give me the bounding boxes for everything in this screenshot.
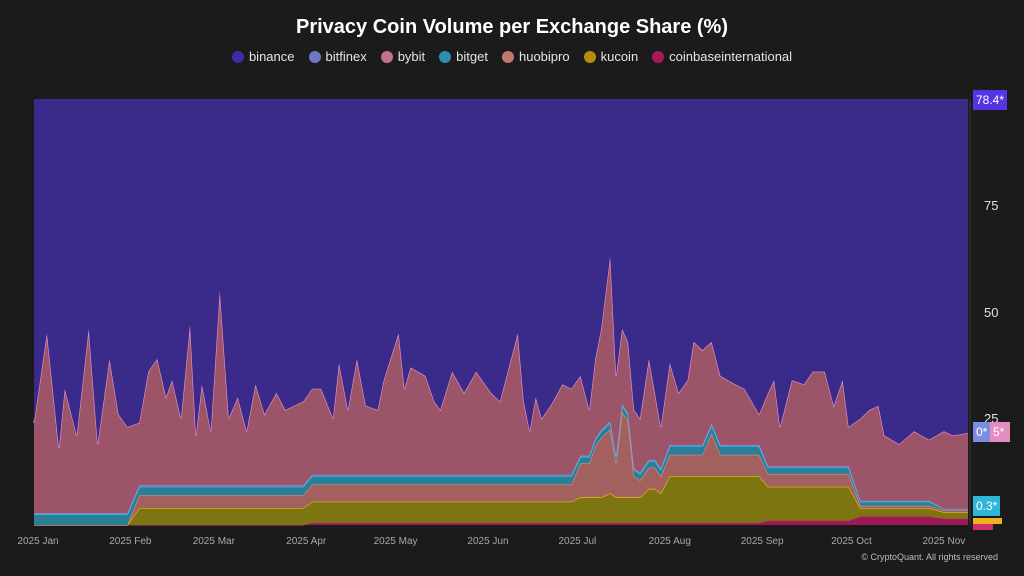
x-tick-label: 2025 Mar — [193, 536, 236, 547]
x-tick-label: 2025 Oct — [831, 536, 872, 547]
area-bybit — [34, 256, 968, 514]
legend-label: bitget — [456, 49, 488, 64]
legend-dot-icon — [308, 50, 321, 63]
legend-label: coinbaseinternational — [669, 49, 793, 64]
x-tick-label: 2025 Sep — [741, 536, 784, 547]
area-huobipro — [34, 412, 968, 525]
legend-item-bitget[interactable]: bitget — [439, 49, 488, 64]
last-value-label-bybit: 5* — [990, 422, 1010, 442]
x-tick-label: 2025 Aug — [649, 536, 691, 547]
legend-label: kucoin — [600, 49, 639, 64]
series-areas — [33, 99, 969, 526]
legend-label: bybit — [397, 49, 426, 64]
x-axis: 2025 Jan 2025 Feb 2025 Mar 2025 Apr 2025 May… — [17, 536, 965, 547]
last-value-label-bitget: 0.3* — [973, 496, 1001, 516]
area-bitget — [34, 405, 968, 525]
y-tick-label: 75 — [984, 198, 998, 213]
x-tick-label: 2025 Jan — [17, 536, 58, 547]
x-tick-label: 2025 May — [374, 536, 418, 547]
x-tick-label: 2025 Feb — [109, 536, 152, 547]
y-tick-label: 50 — [984, 305, 998, 320]
legend-label: binance — [248, 49, 295, 64]
last-value-marker-coinbaseinternational — [973, 524, 993, 530]
legend-dot-icon — [652, 50, 665, 63]
area-kucoin — [34, 476, 968, 525]
chart-title: Privacy Coin Volume per Exchange Share (… — [296, 16, 728, 38]
legend-item-bitfinex[interactable]: bitfinex — [308, 49, 367, 64]
legend-item-bybit[interactable]: bybit — [380, 49, 426, 64]
legend-item-huobipro[interactable]: huobipro — [501, 49, 570, 64]
x-tick-label: 2025 Nov — [923, 536, 966, 547]
legend-dot-icon — [583, 50, 596, 63]
legend-dot-icon — [380, 50, 393, 63]
legend-item-kucoin[interactable]: kucoin — [583, 49, 639, 64]
x-tick-label: 2025 Jul — [558, 536, 596, 547]
legend-label: huobipro — [518, 49, 570, 64]
legend-dot-icon — [501, 50, 514, 63]
area-binance — [34, 99, 968, 449]
legend: binance bitfinex bybit bitget huobipro k… — [0, 49, 1024, 64]
legend-item-coinbaseinternational[interactable]: coinbaseinternational — [652, 49, 792, 64]
last-value-label-bitfinex: 0* — [973, 422, 993, 442]
x-tick-label: 2025 Apr — [286, 536, 327, 547]
legend-dot-icon — [439, 50, 452, 63]
x-tick-label: 2025 Jun — [467, 536, 508, 547]
legend-label: bitfinex — [325, 49, 367, 64]
legend-item-binance[interactable]: binance — [231, 49, 295, 64]
legend-dot-icon — [231, 50, 244, 63]
last-value-marker-kucoin — [973, 518, 1002, 524]
copyright: © CryptoQuant. All rights reserved — [861, 552, 998, 562]
last-value-label-binance: 78.4* — [973, 90, 1008, 110]
